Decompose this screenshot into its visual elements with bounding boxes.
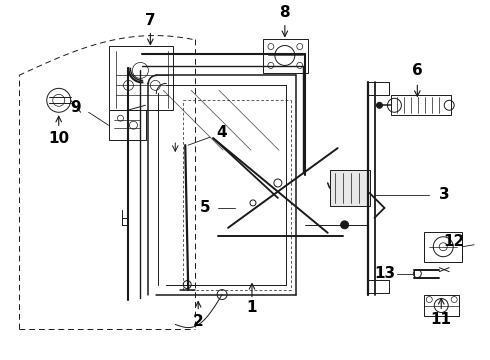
Text: 9: 9	[71, 100, 81, 115]
Bar	[392, 95, 451, 115]
Text: 6: 6	[412, 63, 423, 78]
Circle shape	[274, 179, 282, 187]
Text: 2: 2	[193, 314, 203, 329]
Text: 3: 3	[439, 188, 449, 202]
Bar	[108, 45, 173, 110]
Bar	[330, 170, 369, 206]
Text: 10: 10	[48, 131, 69, 146]
Bar	[263, 39, 308, 73]
Circle shape	[341, 221, 348, 229]
Text: 7: 7	[145, 13, 156, 28]
Bar	[108, 110, 147, 140]
Text: 4: 4	[217, 125, 227, 140]
Circle shape	[376, 102, 383, 108]
Text: 13: 13	[374, 266, 395, 281]
Text: 12: 12	[443, 234, 465, 249]
Text: 11: 11	[431, 312, 452, 327]
Bar	[424, 294, 459, 316]
Text: 5: 5	[200, 201, 211, 215]
Bar	[424, 232, 462, 262]
Text: 1: 1	[247, 300, 257, 315]
Text: 8: 8	[279, 5, 290, 20]
